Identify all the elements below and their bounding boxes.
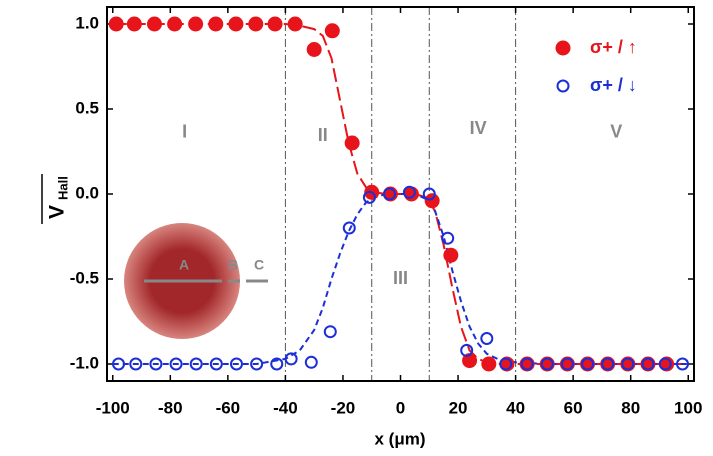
data-point: [424, 193, 440, 209]
data-point: [228, 16, 244, 32]
data-point: [601, 357, 615, 371]
data-point: [658, 357, 672, 371]
y-tick-label: -0.5: [70, 268, 99, 287]
x-tick-label: -20: [331, 398, 356, 417]
y-tick-label: 0.5: [75, 98, 99, 117]
data-point: [324, 23, 340, 39]
data-point: [362, 190, 376, 204]
region-label: III: [393, 268, 408, 288]
data-point: [460, 343, 474, 357]
legend-label: σ+ / ↑: [590, 37, 637, 57]
region-label: V: [610, 122, 622, 142]
legend-label: σ+ / ↓: [590, 75, 637, 95]
data-point: [304, 355, 318, 369]
data-point: [284, 352, 298, 366]
data-point: [209, 357, 223, 371]
data-point: [499, 357, 513, 371]
data-point: [208, 16, 224, 32]
data-point: [250, 357, 264, 371]
data-point: [149, 357, 163, 371]
region-label: II: [318, 125, 328, 145]
data-point: [641, 357, 655, 371]
plot-frame: [106, 6, 695, 382]
data-point: [323, 325, 337, 339]
data-point: [621, 357, 635, 371]
data-point: [188, 16, 204, 32]
y-tick-label: 1.0: [75, 13, 99, 32]
y-label-main: V: [46, 205, 69, 219]
data-point: [108, 16, 124, 32]
y-label-sub: Hall: [55, 176, 70, 200]
data-point: [167, 16, 183, 32]
inset-label: B: [228, 257, 238, 273]
legend-marker: [556, 79, 570, 93]
data-point: [270, 357, 284, 371]
data-point: [287, 16, 303, 32]
data-point: [267, 16, 283, 32]
data-point: [540, 357, 554, 371]
data-point: [422, 187, 436, 201]
y-tick-label: -1.0: [70, 353, 99, 372]
data-point: [581, 357, 595, 371]
x-tick-label: -80: [158, 398, 183, 417]
region-label: IV: [470, 118, 487, 138]
data-point: [560, 357, 574, 371]
data-point: [480, 332, 494, 345]
y-axis-label: V Hall: [41, 174, 70, 224]
data-point: [481, 356, 497, 372]
x-tick-label: 0: [396, 398, 405, 417]
data-point: [248, 16, 264, 32]
region-label: I: [182, 122, 187, 142]
x-tick-label: 100: [674, 398, 702, 417]
data-point: [520, 357, 534, 371]
legend-marker: [555, 40, 571, 56]
data-point: [229, 357, 243, 371]
data-point: [402, 185, 416, 199]
data-point: [344, 135, 360, 151]
data-point: [675, 357, 689, 371]
data-point: [383, 187, 397, 201]
x-tick-label: 20: [449, 398, 468, 417]
x-tick-label: 40: [506, 398, 525, 417]
x-axis-label: x (μm): [374, 429, 425, 448]
data-point: [189, 357, 203, 371]
fit-line: [112, 193, 689, 365]
data-point: [126, 16, 142, 32]
y-tick-label: 0.0: [75, 183, 99, 202]
data-point: [342, 221, 356, 235]
x-tick-label: 60: [564, 398, 583, 417]
data-point: [129, 357, 143, 371]
data-point: [306, 42, 322, 57]
x-tick-label: -60: [216, 398, 241, 417]
x-tick-label: -100: [96, 398, 130, 417]
data-point: [112, 357, 126, 371]
data-point: [443, 247, 459, 263]
x-tick-label: 80: [621, 398, 640, 417]
inset-label: A: [179, 257, 189, 273]
x-tick-label: -40: [273, 398, 298, 417]
data-point: [403, 186, 419, 202]
data-point: [169, 357, 183, 371]
inset-label: C: [254, 257, 264, 273]
data-point: [146, 16, 162, 32]
data-point: [441, 231, 455, 245]
